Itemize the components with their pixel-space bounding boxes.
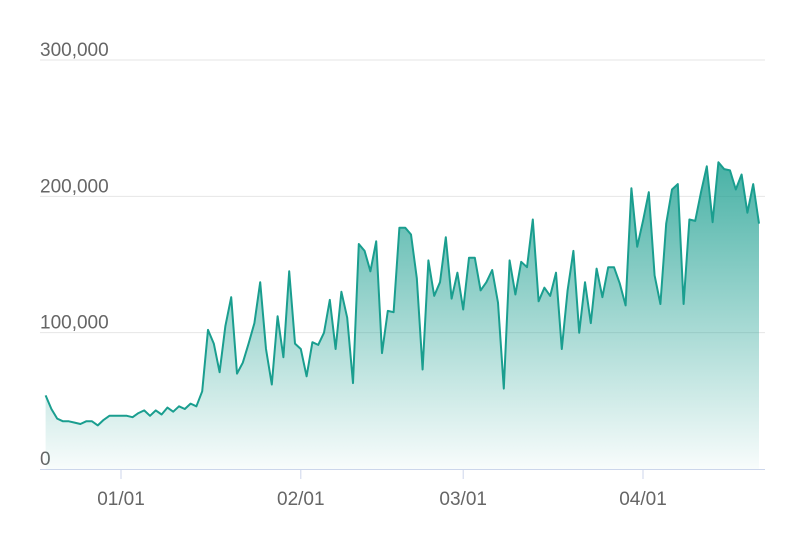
- x-tick-label: 03/01: [439, 489, 487, 510]
- x-tick-label: 04/01: [619, 489, 667, 510]
- y-tick-label: 0: [40, 449, 51, 470]
- area-line: [44, 161, 760, 427]
- y-tick-label: 300,000: [40, 40, 109, 61]
- y-tick-label: 200,000: [40, 176, 109, 197]
- x-tick-label: 02/01: [277, 489, 325, 510]
- area-fill: [45, 162, 760, 470]
- x-tick-label: 01/01: [97, 489, 145, 510]
- y-tick-label: 100,000: [40, 313, 109, 334]
